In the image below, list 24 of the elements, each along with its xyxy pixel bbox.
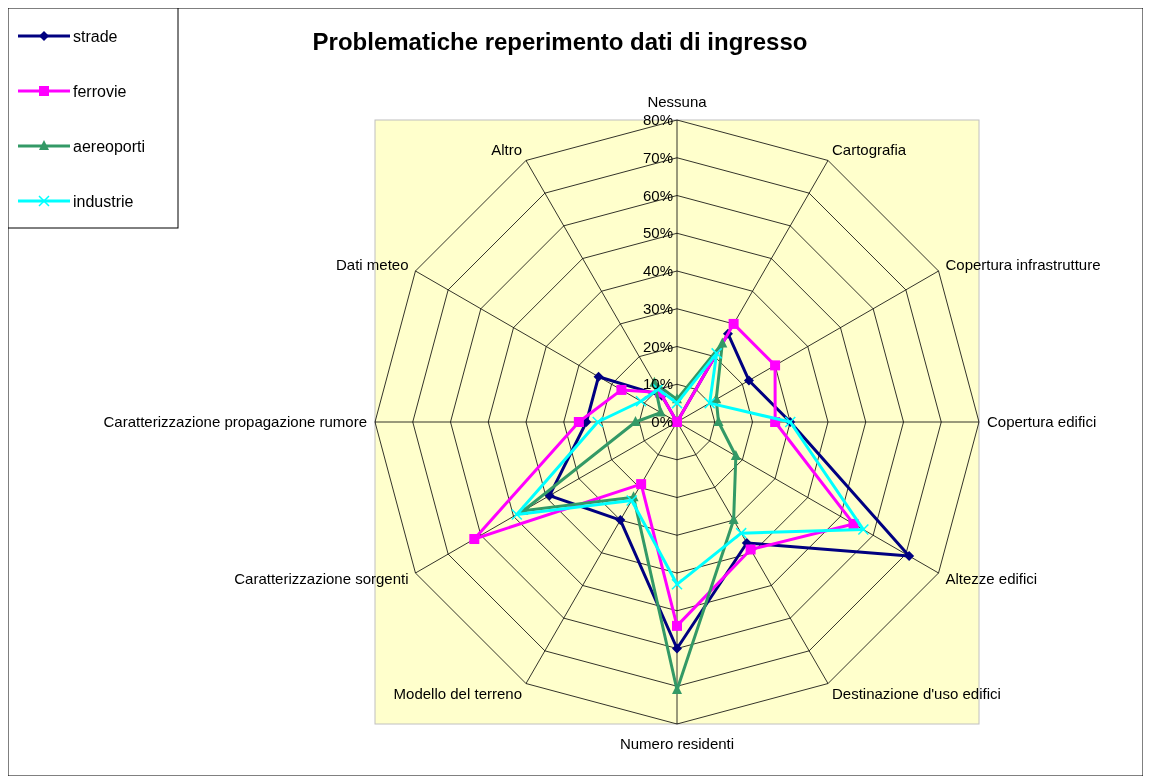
legend-label: aereoporti <box>73 138 146 155</box>
y-tick-label: 50% <box>642 224 673 242</box>
y-tick-label: 20% <box>642 337 673 355</box>
spoke-label: Caratterizzazione propagazione rumore <box>103 413 367 430</box>
legend-label: strade <box>73 28 118 45</box>
spoke-label: Altezze edifici <box>945 570 1038 587</box>
spoke-label: Modello del terreno <box>393 684 522 702</box>
y-tick-label: 80% <box>642 111 673 128</box>
spoke-label: Altro <box>491 141 522 159</box>
spoke-label: Copertura infrastrutture <box>945 256 1101 273</box>
spoke-label: Numero residenti <box>619 735 735 752</box>
legend-label: industrie <box>73 193 134 210</box>
spoke-label: Destinazione d'uso edifici <box>832 684 1001 702</box>
spoke-label: Dati meteo <box>335 256 409 273</box>
spoke-label: Nessuna <box>647 93 708 110</box>
text: Problematiche reperimento dati di ingresso <box>312 28 808 55</box>
spoke-label: Caratterizzazione sorgenti <box>234 570 409 587</box>
spoke-label: Cartografia <box>832 141 907 159</box>
y-tick-label: 60% <box>642 186 673 204</box>
y-tick-label: 30% <box>642 299 673 317</box>
legend-label: ferrovie <box>73 83 127 100</box>
spoke-label: Copertura edifici <box>987 413 1097 430</box>
y-tick-label: 70% <box>642 148 673 166</box>
y-tick-label: 40% <box>642 262 673 279</box>
